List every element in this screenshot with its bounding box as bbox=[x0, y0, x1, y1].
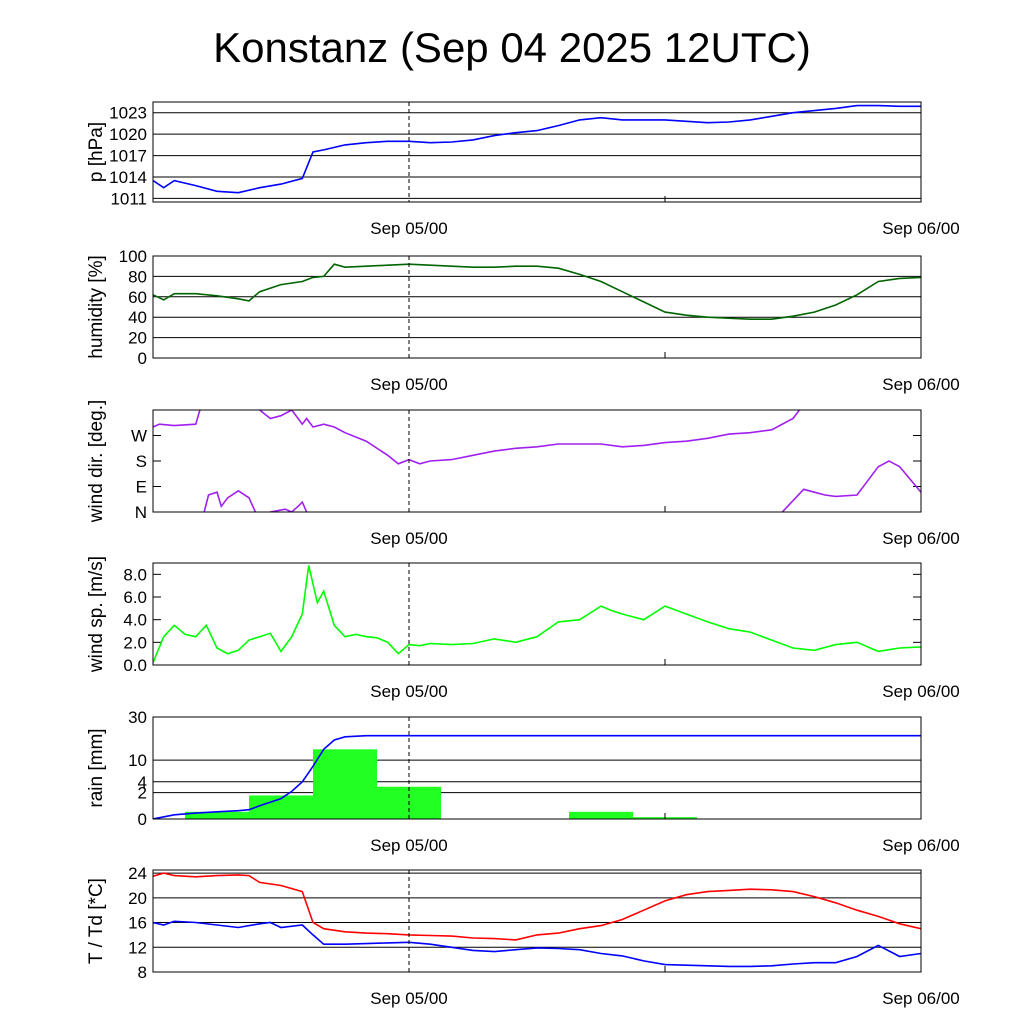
y-axis-label: rain [mm] bbox=[86, 728, 107, 807]
y-tick-label: 0 bbox=[138, 810, 147, 829]
y-tick-label: 100 bbox=[119, 247, 147, 266]
plot-frame bbox=[152, 409, 922, 513]
x-tick-label: Sep 05/00 bbox=[370, 529, 448, 548]
y-tick-label: 8 bbox=[138, 963, 147, 982]
x-tick-label: Sep 05/00 bbox=[370, 219, 448, 238]
y-tick-label: 4.0 bbox=[123, 611, 147, 630]
y-tick-label: 4 bbox=[138, 773, 147, 792]
y-tick-label: 24 bbox=[128, 864, 147, 883]
x-tick-label: Sep 05/00 bbox=[370, 989, 448, 1008]
y-tick-label: 1014 bbox=[109, 168, 147, 187]
y-tick-label: 0 bbox=[138, 349, 147, 368]
y-tick-label: 10 bbox=[128, 751, 147, 770]
x-tick-label: Sep 05/00 bbox=[370, 682, 448, 701]
y-tick-label: 6.0 bbox=[123, 588, 147, 607]
y-axis-label: T / Td [*C] bbox=[86, 878, 107, 964]
series-line bbox=[259, 410, 801, 465]
panel-wind-speed: 0.0 2.0 4.0 6.0 8.0 Sep 05/00 Sep 06/00 wind sp… bbox=[86, 556, 960, 701]
x-tick-label: Sep 06/00 bbox=[882, 682, 960, 701]
y-tick-label: 30 bbox=[128, 708, 147, 727]
x-tick-label: Sep 06/00 bbox=[882, 989, 960, 1008]
plot-frame bbox=[152, 716, 922, 820]
series-line bbox=[153, 920, 921, 968]
y-tick-label: 2.0 bbox=[123, 633, 147, 652]
rain-bar bbox=[185, 811, 249, 819]
y-axis-label: p [hPa] bbox=[86, 122, 107, 182]
y-axis-label: wind dir. [deg.] bbox=[86, 400, 107, 524]
plot-frame bbox=[152, 562, 922, 666]
y-tick-label: S bbox=[136, 452, 147, 471]
series-line bbox=[153, 565, 921, 664]
series-line bbox=[203, 489, 257, 512]
panel-pressure: 1011 1014 1017 1020 1023 Sep 05/00 Sep 06/00 p … bbox=[86, 101, 960, 238]
rain-bar bbox=[313, 749, 377, 819]
y-tick-label: 1011 bbox=[110, 189, 147, 208]
y-tick-label: 80 bbox=[128, 267, 147, 286]
series-line bbox=[781, 460, 921, 512]
rain-bar bbox=[249, 795, 313, 819]
y-tick-label: 60 bbox=[128, 288, 147, 307]
series-line bbox=[153, 872, 921, 941]
panel-temperature-dewpoint: 8 12 16 20 24 Sep 05/00 Sep 06/00 T / Td [*C] bbox=[86, 864, 960, 1008]
x-tick-label: Sep 06/00 bbox=[882, 529, 960, 548]
series-line bbox=[270, 500, 308, 512]
y-axis-label: wind sp. [m/s] bbox=[86, 556, 107, 673]
y-tick-label: 1020 bbox=[109, 125, 147, 144]
chart-title: Konstanz (Sep 04 2025 12UTC) bbox=[213, 24, 811, 71]
y-tick-label: N bbox=[135, 503, 147, 522]
series-line bbox=[153, 410, 201, 428]
y-tick-label: 12 bbox=[128, 938, 147, 957]
y-axis-label: humidity [%] bbox=[86, 255, 107, 358]
y-tick-label: E bbox=[136, 478, 147, 497]
series-line bbox=[153, 104, 921, 194]
y-tick-label: 20 bbox=[128, 329, 147, 348]
plot-frame bbox=[152, 869, 922, 973]
series-line bbox=[153, 734, 921, 819]
y-tick-label: 1017 bbox=[109, 147, 147, 166]
x-tick-label: Sep 06/00 bbox=[882, 836, 960, 855]
x-tick-label: Sep 05/00 bbox=[370, 836, 448, 855]
rain-bar bbox=[569, 811, 633, 819]
y-tick-label: 1023 bbox=[109, 104, 147, 123]
y-tick-label: 20 bbox=[128, 889, 147, 908]
plot-frame bbox=[152, 255, 922, 359]
y-tick-label: 2 bbox=[138, 784, 147, 803]
y-tick-label: 40 bbox=[128, 308, 147, 327]
x-tick-label: Sep 06/00 bbox=[882, 219, 960, 238]
y-tick-label: W bbox=[131, 427, 147, 446]
y-tick-label: 8.0 bbox=[123, 565, 147, 584]
panel-rain: 0 24 10 30 Sep 05/00 Sep 06/00 rain [mm] bbox=[86, 708, 960, 855]
y-tick-label: 16 bbox=[128, 914, 147, 933]
x-tick-label: Sep 06/00 bbox=[882, 375, 960, 394]
x-tick-label: Sep 05/00 bbox=[370, 375, 448, 394]
y-tick-label: 0.0 bbox=[123, 656, 147, 675]
series-line bbox=[153, 263, 921, 321]
plot-frame bbox=[152, 101, 922, 203]
